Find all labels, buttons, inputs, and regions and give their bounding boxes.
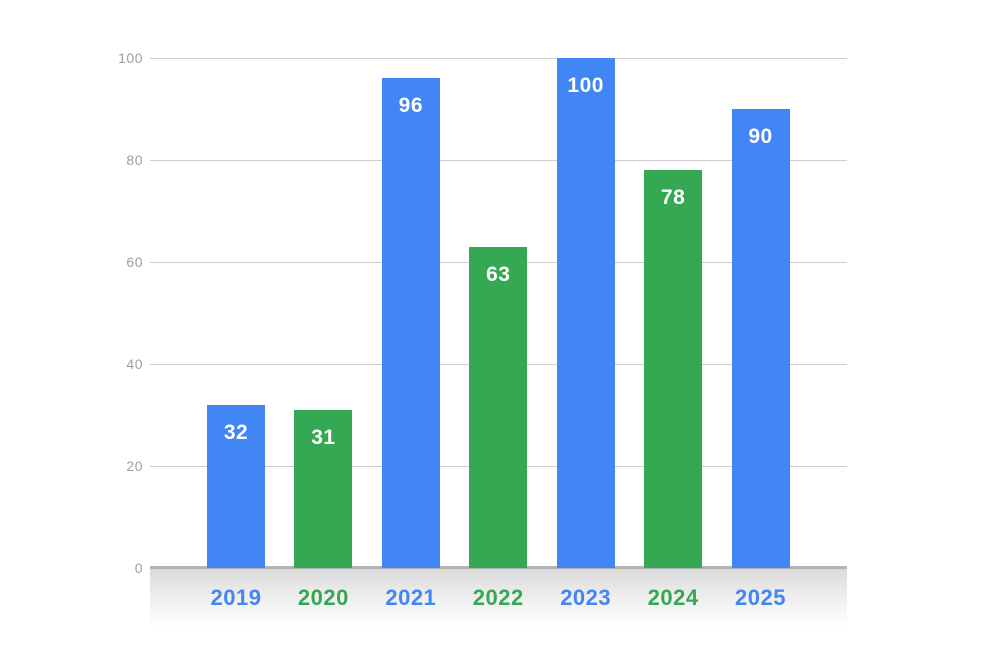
bar-value-label-2020: 31 (311, 425, 336, 449)
bar-value-label-2024: 78 (660, 186, 686, 210)
bar-value-label-2023: 100 (567, 74, 604, 97)
bar-value-label-2025: 90 (748, 125, 773, 148)
bar-value-label-2021: 96 (398, 94, 423, 118)
bar-2024[interactable]: 78 (644, 170, 703, 568)
y-tick-label-100: 100 (118, 50, 143, 66)
bar-2023[interactable]: 100 (556, 58, 615, 568)
gridline-80 (150, 160, 847, 161)
x-tick-label-2022: 2022 (472, 585, 524, 610)
x-tick-label-2025: 2025 (735, 585, 786, 610)
bar-2020[interactable]: 31 (294, 409, 353, 568)
bar-2022[interactable]: 63 (469, 246, 528, 568)
gridline-100 (150, 58, 847, 59)
x-tick-label-2020: 2020 (297, 585, 349, 610)
bar-value-label-2019: 32 (223, 420, 249, 444)
y-tick-label-60: 60 (126, 254, 143, 270)
bar-2025[interactable]: 90 (731, 109, 790, 568)
y-tick-label-20: 20 (126, 458, 143, 474)
y-tick-label-80: 80 (126, 152, 143, 168)
x-tick-label-2019: 2019 (210, 585, 262, 610)
bar-value-label-2022: 63 (486, 262, 511, 286)
x-tick-label-2021: 2021 (385, 585, 437, 610)
bar-2019[interactable]: 32 (207, 404, 265, 568)
baseline-strip (150, 569, 847, 627)
x-tick-label-2023: 2023 (560, 585, 612, 610)
bar-2021[interactable]: 96 (381, 78, 440, 568)
y-tick-label-0: 0 (134, 560, 143, 576)
x-tick-label-2024: 2024 (647, 585, 699, 610)
y-tick-label-40: 40 (126, 356, 143, 372)
